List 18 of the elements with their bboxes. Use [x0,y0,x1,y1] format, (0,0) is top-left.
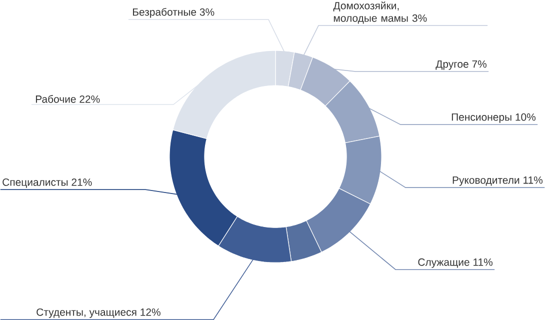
data-label: 22% [80,95,100,103]
data-label: 21% [72,178,92,186]
slice-label: Рабочие [36,95,76,103]
slice-label: Служащие [418,258,470,268]
data-label: 3% [412,14,427,22]
slice-label: Пенсионеры [452,113,512,123]
data-label: 10% [516,113,536,121]
data-label: 12% [140,308,160,316]
data-label: 3% [200,8,214,16]
slice-label: Студенты, учащиеся [36,308,136,318]
data-label: 7% [472,60,486,68]
slice-label: Специалисты [2,178,68,188]
slice-label: Другое [436,60,468,70]
data-label: 11% [524,176,543,184]
slice-label: Домохозяйки, молодые мамы [333,2,408,24]
data-label: 11% [474,258,493,266]
slice-label: Руководители [452,176,520,186]
slice-label: Безработные [133,8,196,18]
